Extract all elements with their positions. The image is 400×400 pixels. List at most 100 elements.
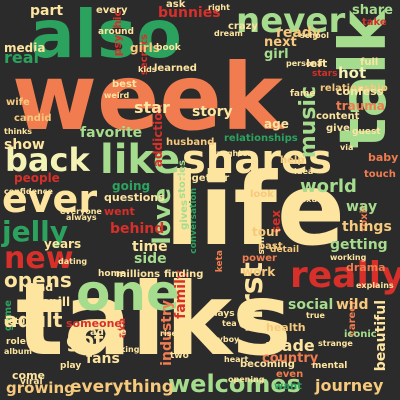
word-age: age [264,117,289,131]
word-advice: advice [90,327,127,338]
word-thinks: thinks [4,127,33,136]
word-opens: opens [4,268,72,292]
word-bunnies: bunnies [158,5,221,21]
word-candid: candid [14,113,52,124]
word-left: stars [312,69,338,79]
word-baby: baby [368,151,399,164]
word-via: via [340,143,354,152]
word-viking: viking [112,345,140,354]
word-right: right [208,3,230,12]
word-everything: everything [70,377,174,397]
word-jelly: jelly [2,215,69,248]
word-best: best [112,79,137,90]
word-becoming: two [170,351,189,361]
word-personal: personal [286,59,326,68]
word-favorite: favorite [80,125,143,141]
word-school: school [300,31,329,40]
word-like: like [100,137,181,183]
word-hot: hot [338,64,367,82]
word-work: work [242,265,276,279]
word-give: give [326,123,350,134]
word-aka: health [266,321,306,334]
word-tour: tour [252,225,281,239]
word-fans: fans [86,351,120,367]
word-daughter: daughter [210,149,252,158]
word-back: back [5,141,90,179]
word-plays: plays [208,309,235,319]
word-always: always [66,213,97,222]
word-role: role [6,337,26,347]
word-learned: learned [154,63,197,74]
word-want: even [276,369,304,380]
word-went: went [104,205,135,218]
word-trauma: trauma [336,99,385,113]
word-book: book [156,43,181,53]
word-share: share [352,3,393,18]
word-ask: ask [166,0,186,10]
word-content: content [316,111,360,122]
word-part: part [30,3,64,19]
word-play: play [60,361,82,371]
word-wife: wife [6,97,30,108]
word-show: show [4,137,45,153]
word-relationships: relationships [224,133,298,144]
word-way: way [346,199,378,215]
word-conversation: conversation [189,188,199,254]
word-journey: journey [315,376,384,395]
word-bad: bad [30,281,54,294]
word-next: next [264,35,297,50]
word-media: media [4,41,46,55]
word-years: years [44,237,82,251]
word-true: true [306,311,325,320]
word-really: really [290,255,400,296]
word-full: left [306,57,328,70]
word-come: come [12,369,45,382]
word-drama: drama [346,261,386,274]
word-husband: husband [166,137,215,148]
word-album: album [4,347,32,356]
word-country: country [262,351,319,366]
word-finding: finding [164,269,204,280]
word-rise: rise [160,329,177,338]
word-growing: growing [6,379,75,397]
word-spill: spill [42,295,71,309]
word-help: help [280,155,305,166]
word-together: together [180,173,230,184]
word-one: one [76,264,180,322]
word-guest: guest [352,127,381,137]
word-adult: home [98,269,127,279]
word-viral: full [360,57,379,68]
word-things: things [342,219,392,235]
word-returns: returns [4,317,42,327]
word-side: side [134,251,167,267]
word-social: social [288,297,334,313]
word-idea: idea [294,167,314,176]
word-power: power [242,253,277,264]
word-confidence: confidence [4,187,53,196]
word-playboy: playboy [204,335,240,344]
word-kids: kids [138,65,157,74]
word-touch: touch [364,169,396,180]
word-going: going [112,179,151,193]
word-relationship: relationship [320,83,388,94]
word-story: story [192,104,233,120]
word-people: people [14,171,60,185]
word-opening: opening [228,375,265,384]
word-around: around [98,27,134,37]
word-dating: dating [58,257,88,266]
word-son: son [244,203,260,212]
word-also: also [30,0,182,73]
word-sexual: sexual [296,195,326,204]
word-girls: girls [130,41,160,55]
word-ready: ready [276,25,321,41]
word-power-v: keta [215,250,225,273]
word-working: working [330,253,367,262]
word-week: week [12,44,283,151]
word-real: real [4,48,40,67]
word-time: time [132,239,168,255]
word-weird: weird [104,91,130,100]
word-behind: behind [110,221,165,237]
word-millions: millions [116,269,161,280]
word-world: world [300,176,357,197]
word-tea: tea [222,319,237,328]
